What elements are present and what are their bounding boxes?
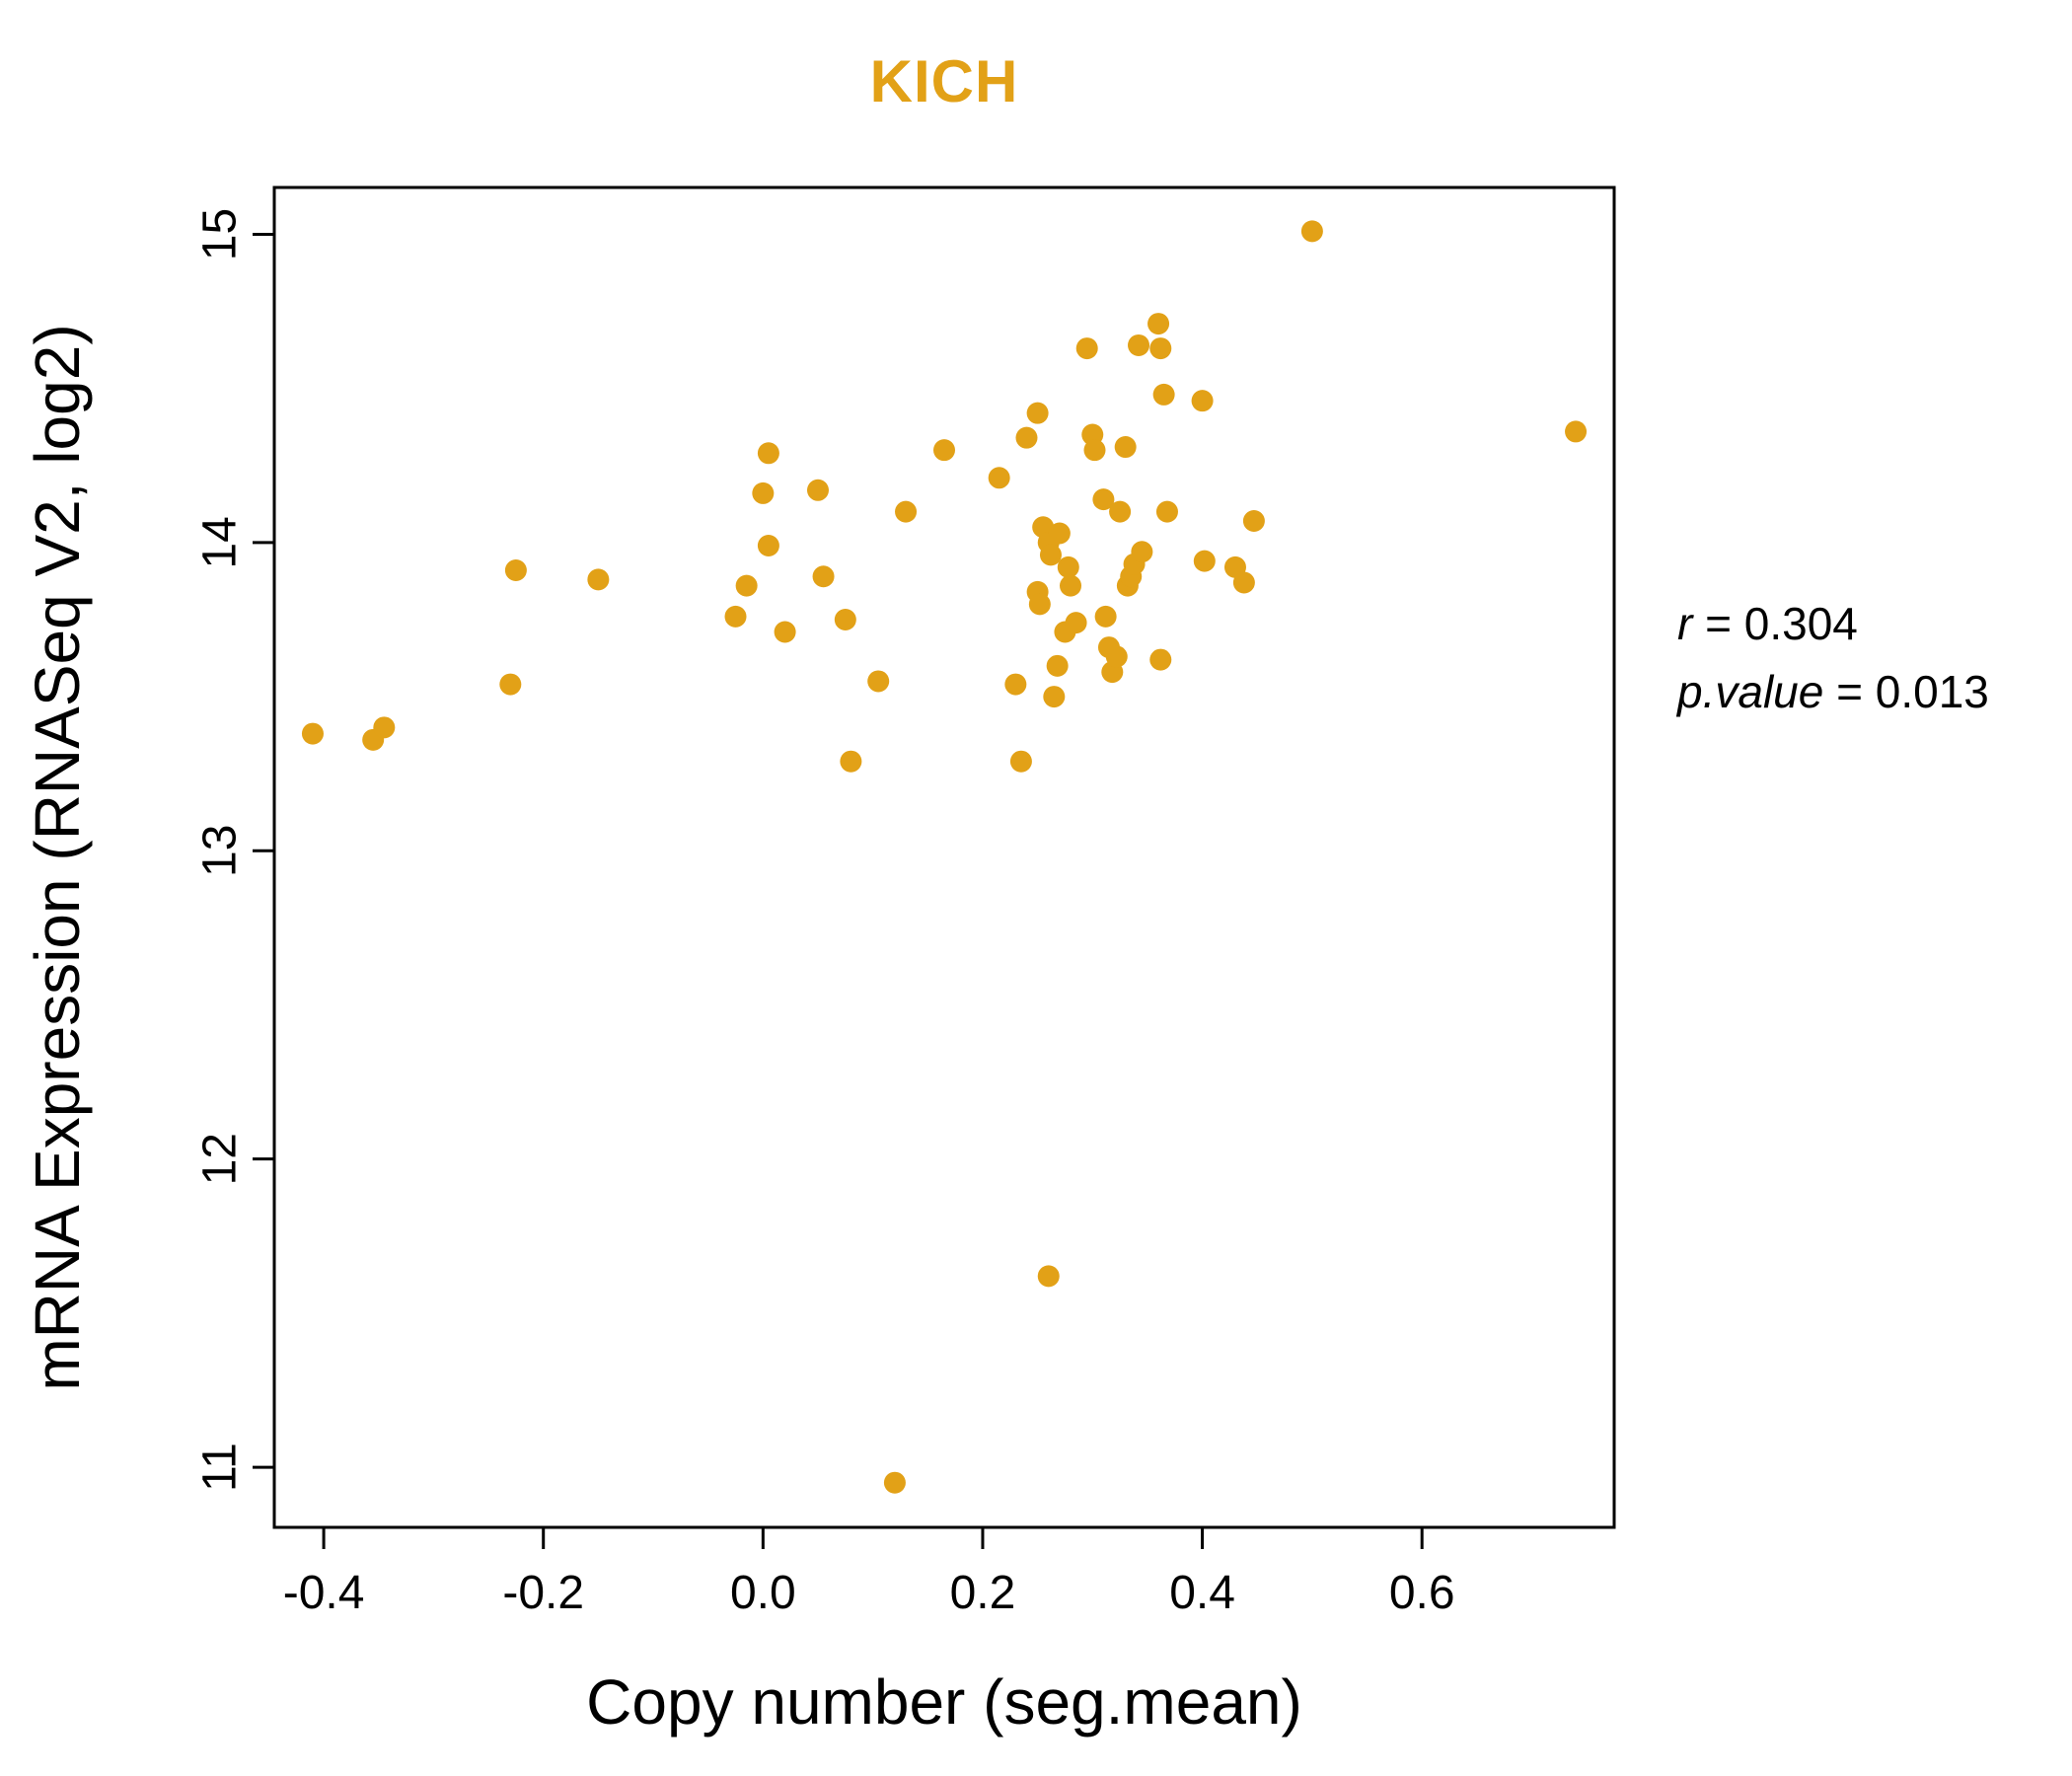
data-point xyxy=(735,574,758,597)
data-point xyxy=(1083,439,1106,462)
data-point xyxy=(1046,654,1069,677)
data-point xyxy=(1149,337,1172,360)
data-point xyxy=(1028,593,1051,616)
data-point xyxy=(499,673,522,696)
p-value: = 0.013 xyxy=(1823,666,1989,717)
data-point xyxy=(933,439,955,462)
data-point xyxy=(1039,544,1062,566)
y-tick-label: 14 xyxy=(194,516,247,568)
data-point xyxy=(988,467,1010,489)
y-tick-label: 15 xyxy=(194,208,247,260)
y-tick-label: 11 xyxy=(194,1443,247,1492)
data-point xyxy=(301,722,324,745)
data-point xyxy=(1037,1265,1060,1288)
r-value-line: r = 0.304 xyxy=(1677,590,1989,658)
data-point xyxy=(1092,488,1115,511)
chart-title: KICH xyxy=(869,48,1019,114)
x-tick-label: 0.2 xyxy=(950,1567,1016,1619)
x-tick-label: 0.0 xyxy=(730,1567,796,1619)
data-point xyxy=(1015,426,1038,449)
r-value: = 0.304 xyxy=(1692,598,1858,649)
data-point xyxy=(1155,500,1178,523)
data-point xyxy=(587,568,610,591)
data-point xyxy=(373,716,396,739)
r-symbol: r xyxy=(1677,598,1693,649)
data-point xyxy=(1075,337,1098,360)
y-tick-label: 12 xyxy=(194,1133,247,1185)
data-point xyxy=(757,442,779,465)
data-point xyxy=(1152,383,1175,406)
x-tick-label: 0.6 xyxy=(1389,1567,1455,1619)
data-point xyxy=(1242,510,1265,533)
data-point xyxy=(504,559,527,581)
data-point xyxy=(1114,436,1137,459)
data-point xyxy=(752,481,775,504)
data-point xyxy=(1065,612,1087,634)
p-value-line: p.value = 0.013 xyxy=(1677,658,1989,726)
data-point xyxy=(1048,522,1071,545)
data-point xyxy=(883,1471,906,1494)
data-point xyxy=(1043,686,1066,708)
x-axis-label: Copy number (seg.mean) xyxy=(586,1666,1302,1738)
data-point xyxy=(1094,605,1117,628)
data-point xyxy=(1300,220,1323,243)
data-point xyxy=(1009,750,1032,773)
stats-annotation: r = 0.304 p.value = 0.013 xyxy=(1677,590,1989,726)
data-point xyxy=(1060,574,1082,597)
x-tick-label: -0.2 xyxy=(502,1567,584,1619)
y-axis-label: mRNA Expression (RNASeq V2, log2) xyxy=(22,324,93,1391)
data-point xyxy=(757,535,779,557)
data-point xyxy=(774,621,796,643)
data-point xyxy=(1131,541,1153,563)
data-point xyxy=(1004,673,1027,696)
data-point xyxy=(840,750,862,773)
data-point xyxy=(834,608,856,630)
data-point xyxy=(1193,550,1216,572)
data-point xyxy=(867,670,890,693)
data-point xyxy=(1105,645,1128,668)
data-point xyxy=(1109,500,1132,523)
data-point xyxy=(806,479,829,501)
data-point xyxy=(1565,420,1588,443)
data-point xyxy=(812,565,835,588)
x-tick-label: -0.4 xyxy=(283,1567,365,1619)
data-point xyxy=(1057,555,1079,578)
data-point xyxy=(895,500,918,523)
data-point xyxy=(1128,333,1150,356)
plot-border xyxy=(272,185,1616,1529)
data-point xyxy=(1232,571,1255,594)
data-point xyxy=(1147,313,1170,335)
data-point xyxy=(1191,390,1214,412)
x-tick-label: 0.4 xyxy=(1169,1567,1235,1619)
data-point xyxy=(1149,648,1172,671)
y-tick-label: 13 xyxy=(194,825,247,877)
data-point xyxy=(1026,402,1049,424)
data-point xyxy=(724,605,747,628)
p-symbol: p.value xyxy=(1677,666,1824,717)
